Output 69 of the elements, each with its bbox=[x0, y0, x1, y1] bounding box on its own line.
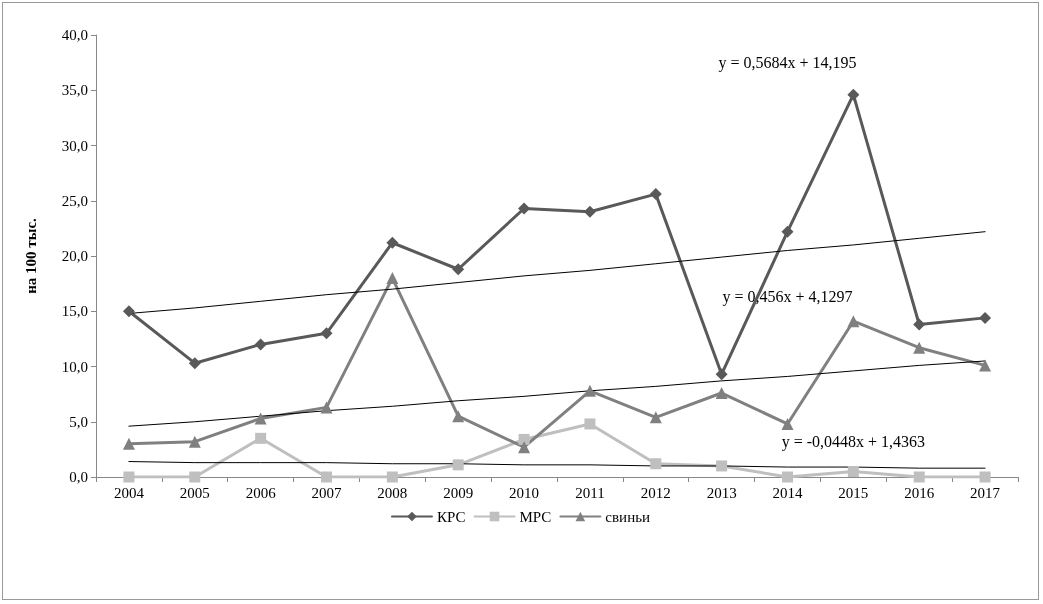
y-tick-label: 5,0 bbox=[69, 413, 88, 430]
x-tick-label: 2015 bbox=[838, 484, 869, 501]
x-tick-label: 2011 bbox=[575, 484, 605, 501]
point bbox=[188, 357, 201, 370]
point bbox=[716, 460, 728, 472]
point bbox=[518, 433, 530, 445]
y-axis-title: на 100 тыс. bbox=[22, 217, 39, 294]
y-tick-label: 30,0 bbox=[61, 137, 88, 154]
x-tick-label: 2014 bbox=[772, 484, 803, 501]
point bbox=[386, 236, 399, 249]
point bbox=[320, 327, 333, 340]
point bbox=[979, 359, 992, 372]
annotation: y = -0,0448x + 1,4363 bbox=[781, 433, 926, 452]
point bbox=[518, 202, 531, 215]
point bbox=[122, 305, 135, 318]
legend-label: свиньи bbox=[605, 508, 651, 525]
x-tick-label: 2005 bbox=[179, 484, 210, 501]
x-tick-label: 2007 bbox=[311, 484, 342, 501]
x-tick-label: 2013 bbox=[706, 484, 737, 501]
point bbox=[650, 458, 662, 470]
point bbox=[715, 368, 728, 381]
point bbox=[979, 471, 991, 483]
x-tick-label: 2009 bbox=[443, 484, 474, 501]
point bbox=[847, 88, 860, 101]
point bbox=[913, 471, 925, 483]
point bbox=[321, 471, 332, 483]
x-tick-label: 2017 bbox=[970, 484, 1001, 501]
x-tick-label: 2004 bbox=[113, 484, 145, 501]
point bbox=[452, 410, 465, 423]
x-tick-label: 2016 bbox=[904, 484, 935, 501]
legend-label: МРС bbox=[519, 508, 552, 525]
point bbox=[123, 471, 135, 483]
y-tick-label: 0,0 bbox=[69, 469, 88, 485]
x-tick-label: 2008 bbox=[377, 484, 408, 501]
point bbox=[452, 459, 464, 471]
point bbox=[386, 471, 398, 483]
point bbox=[122, 437, 135, 450]
point bbox=[188, 435, 201, 448]
y-tick-label: 10,0 bbox=[61, 358, 88, 375]
point bbox=[386, 272, 399, 285]
point bbox=[452, 263, 465, 276]
point bbox=[979, 311, 992, 324]
point bbox=[584, 418, 596, 430]
point bbox=[189, 471, 201, 483]
point bbox=[913, 341, 926, 354]
y-tick-label: 20,0 bbox=[61, 248, 88, 264]
y-tick-label: 15,0 bbox=[61, 303, 88, 320]
point bbox=[847, 315, 860, 328]
x-tick-label: 2010 bbox=[509, 484, 540, 501]
point bbox=[255, 432, 267, 444]
point bbox=[715, 387, 728, 400]
y-tick-label: 25,0 bbox=[61, 192, 88, 209]
point bbox=[320, 401, 333, 414]
y-tick-label: 40,0 bbox=[61, 27, 88, 43]
point bbox=[847, 465, 859, 477]
x-tick-label: 2006 bbox=[245, 484, 277, 501]
point bbox=[782, 471, 793, 483]
point bbox=[254, 412, 267, 425]
point bbox=[254, 338, 267, 351]
point bbox=[781, 417, 794, 430]
point bbox=[649, 411, 662, 424]
point bbox=[649, 188, 662, 201]
point bbox=[781, 225, 794, 238]
x-tick-label: 2012 bbox=[640, 484, 671, 501]
y-tick-label: 35,0 bbox=[61, 82, 88, 99]
legend-label: КРС bbox=[436, 508, 466, 525]
point bbox=[913, 318, 926, 331]
annotation: y = 0,5684x + 14,195 bbox=[718, 54, 857, 73]
point bbox=[518, 441, 531, 454]
